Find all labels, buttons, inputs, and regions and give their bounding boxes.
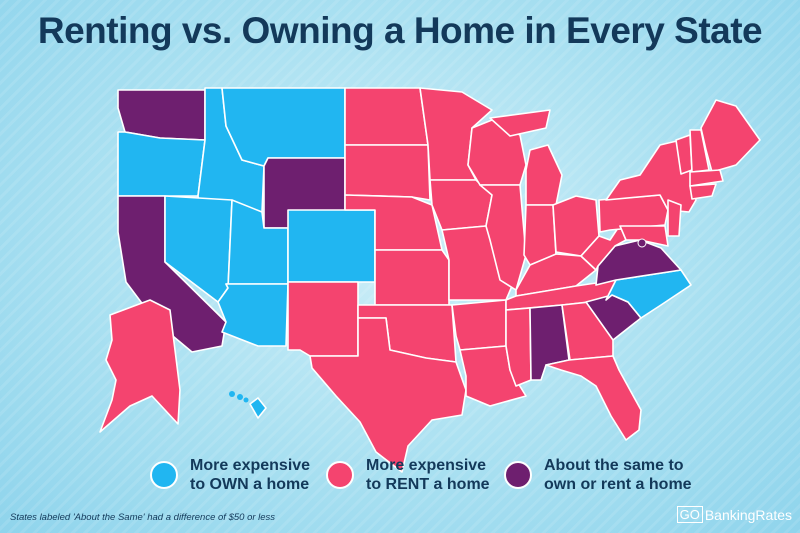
state-az <box>217 283 289 347</box>
state-nm <box>287 281 359 357</box>
state-co <box>287 209 376 283</box>
state-nd <box>344 87 429 146</box>
legend-same-swatch <box>504 461 532 489</box>
state-nj <box>667 199 682 237</box>
page-title: Renting vs. Owning a Home in Every State <box>37 10 763 51</box>
state-mt <box>221 87 346 167</box>
logo-name: BankingRates <box>704 506 792 523</box>
state-mi <box>489 109 551 137</box>
legend-same-label: About the same to own or rent a home <box>544 457 692 493</box>
state-hi-island <box>229 391 235 397</box>
legend-own-label: More expensive to OWN a home <box>190 457 311 493</box>
legend-own-swatch <box>150 461 178 489</box>
state-ma <box>689 169 724 187</box>
state-or <box>117 131 206 197</box>
state-md <box>619 225 669 247</box>
state-sd <box>344 144 431 201</box>
state-ak <box>99 299 181 433</box>
legend-rent-swatch <box>326 461 354 489</box>
legend-rent-label: More expensive to RENT a home <box>366 457 490 493</box>
gobankingrates-logo: GO BankingRates <box>676 506 792 523</box>
legend-rent: More expensive to RENT a home <box>326 456 490 494</box>
state-hi-island <box>237 394 243 400</box>
state-va <box>595 239 682 286</box>
state-tx <box>309 317 467 473</box>
state-il <box>479 184 527 291</box>
footnote: States labeled 'About the Same' had a di… <box>10 512 276 523</box>
state-mi <box>525 144 563 206</box>
state-hi-island <box>243 397 249 403</box>
state-ga <box>561 301 614 361</box>
state-ct <box>689 183 717 200</box>
logo-go: GO <box>676 506 703 523</box>
state-ks <box>374 249 450 306</box>
state-me <box>700 99 761 173</box>
legend-same: About the same to own or rent a home <box>504 456 692 494</box>
state-fl <box>545 355 642 441</box>
state-dc <box>637 238 647 248</box>
state-ar <box>451 299 507 351</box>
state-hi <box>249 397 267 419</box>
legend-own: More expensive to OWN a home <box>150 456 310 494</box>
